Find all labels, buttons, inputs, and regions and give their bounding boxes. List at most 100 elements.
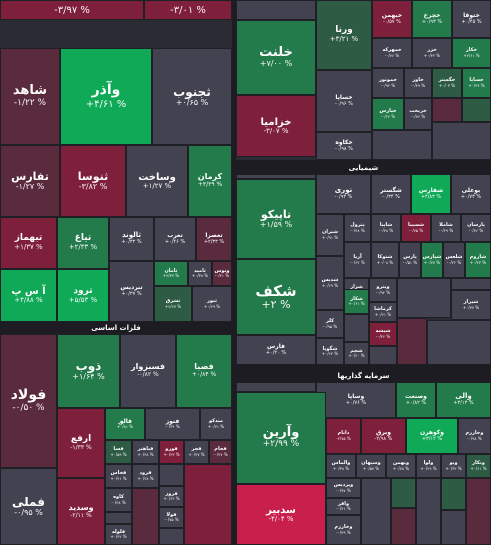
tile-vrna[interactable]: ورنا +۳/۲۱ % <box>316 0 372 70</box>
tile-tbahmaz[interactable]: تبهماز +۱/۳۷ % <box>0 217 57 269</box>
tile-tbardis[interactable]: تبردیس +۰/۳۷ % <box>109 261 154 322</box>
tile-khgostar[interactable]: خگستر +۰/۰۳ % <box>432 68 462 98</box>
tile-vsakht[interactable]: وساخت +۱/۲۷ % <box>126 145 188 217</box>
tile-vbahman[interactable]: وبهمن +۰/۷۸ % <box>386 454 416 478</box>
tile-khbahman[interactable]: خبهمن -۰/۵۷ % <box>372 0 412 38</box>
tile-zob[interactable]: ذوب +۱/۶۴ % <box>57 334 120 408</box>
tile-tamid[interactable]: ثامید +۰/۳۸ % <box>188 261 212 286</box>
tile-tiagh[interactable]: تیاغ +۲/۳۳ % <box>57 217 109 269</box>
tile-tonosa[interactable]: ثنوسا -۳/۸۲ % <box>60 145 126 217</box>
tile-fajr[interactable]: فجر +۰/۴۷ % <box>184 440 209 464</box>
tile-parsan[interactable]: پارسان -۰/۷۶ % <box>461 214 491 242</box>
tile-vtous[interactable]: وتوس -۰/۴۱ % <box>212 261 232 286</box>
tile-fkala[interactable]: فولا -۰/۷۵ % <box>159 507 184 528</box>
tile-tshargh[interactable]: ثشرق +۲/۶۷ % <box>154 286 192 322</box>
tile-shamla[interactable]: شاملا -۰/۲۹ % <box>431 214 461 242</box>
tile-khsina[interactable]: خساپا -۰/۹۶ % <box>316 70 372 132</box>
tile-aria[interactable]: آریا -۰/۶۲ % <box>344 242 371 278</box>
tile-top1[interactable]: -۳/۹۷ % <box>0 0 144 20</box>
tile-kermasha[interactable]: کرماشا +۰/۶۱ % <box>369 302 397 322</box>
tile-khmehreh[interactable]: خمهرکه -۰/۷۶ % <box>372 38 412 68</box>
tile-fesbazvar[interactable]: فسبزوار -۰/۸۲ % <box>120 334 176 408</box>
tile-khcharkh[interactable]: خچرخ +۰/۹۳ % <box>412 0 452 38</box>
tile-shahed[interactable]: شاهد -۱/۲۲ % <box>0 48 60 145</box>
tile-fvorog[interactable]: فورو +۰/۴۳ % <box>159 440 184 464</box>
tile-vboo[interactable]: وبو +۰/۳۲ % <box>441 454 466 478</box>
tile-arfe[interactable]: ارفع -۱/۳۳ % <box>57 408 105 478</box>
tile-shesina[interactable]: شسینا -۰/۷۵ % <box>401 214 431 242</box>
tile-shfars[interactable]: شفارس +۴/۸۳ % <box>411 174 451 214</box>
tile-vkalar[interactable]: ونکار +۰/۶۱ % <box>466 454 491 478</box>
tile-tamin[interactable]: ثامان +۲/۳۷ % <box>154 261 188 286</box>
tile-varin[interactable]: وآرین +۲/۹۹ % <box>236 392 326 484</box>
tile-petrol[interactable]: پترول -۰/۴۸ % <box>344 214 371 242</box>
tile-shekaf[interactable]: شکف +۲ % <box>236 259 316 335</box>
tile-tfars[interactable]: تفارس -۱/۲۷ % <box>0 145 60 217</box>
tile-shapna[interactable]: شاپنا -۰/۴۸ % <box>371 214 401 242</box>
tile-falagh[interactable]: فالق +۰/۸۱ % <box>105 408 145 440</box>
tile-fafzaar[interactable]: فلوله +۰/۴۲ % <box>105 524 132 545</box>
tile-vsapa[interactable]: وساپا +۰/۷۶ % <box>316 382 396 418</box>
tile-khparse[interactable]: خپارس -۰/۶۴ % <box>372 98 404 130</box>
tile-vkhazar[interactable]: وخارزم -۰/۴۹ % <box>326 515 361 545</box>
tile-foulad2[interactable]: فرود +۰/۳۸ % <box>132 464 159 488</box>
tile-fenoz[interactable]: فنوز -۰/۳۲ % <box>145 408 200 440</box>
tile-tnour[interactable]: ثنور +۰/۶۹ % <box>192 286 232 322</box>
tile-boali[interactable]: بوعلی +۰/۷۳ % <box>451 174 491 214</box>
tile-khzar[interactable]: خزر +۰/۴۲ % <box>412 38 452 68</box>
tile-fesba[interactable]: فصبا +۰/۸۴ % <box>176 334 232 408</box>
tile-vkorban[interactable]: وکوهرن +۳/۱۲ % <box>406 418 458 454</box>
tile-vkhargh[interactable]: وخارزم -۰/۹۸ % <box>458 418 491 454</box>
tile-shegvia[interactable]: شگویا +۰/۶۴ % <box>316 338 344 365</box>
tile-kelar[interactable]: کلر -۰/۹۵ % <box>316 310 344 338</box>
tile-shaom[interactable]: شاروم +۰/۲۳ % <box>465 242 491 278</box>
tile-shedis[interactable]: شدیس +۰/۶۹ % <box>316 256 344 310</box>
tile-tesra[interactable]: تعصرا +۲/۳۳ % <box>196 217 232 261</box>
tile-khkaveh[interactable]: خکاوه -۰/۹۸ % <box>316 132 372 160</box>
tile-fmeli[interactable]: فملی -۰/۹۵ % <box>0 468 57 545</box>
tile-tapiko[interactable]: تاپیکو +۱/۵۹ % <box>236 179 316 259</box>
tile-vmes[interactable]: والماس +۰/۳۸ % <box>326 454 356 478</box>
tile-shegostar[interactable]: شگستر -۰/۳۴ % <box>371 174 411 214</box>
tile-noori[interactable]: نوری -۰/۹۳ % <box>316 174 371 214</box>
tile-khmotor[interactable]: خموتور -۰/۹۴ % <box>372 68 404 98</box>
tile-vsapan[interactable]: وسپهان +۰/۵۷ % <box>356 454 386 478</box>
tile-shetoka[interactable]: شتوکا +۰/۰۸ % <box>371 242 399 278</box>
tile-khsapa[interactable]: خساپا +۰/۲۴ % <box>462 68 491 98</box>
tile-valo[interactable]: ولوا +۰/۲۹ % <box>416 454 441 478</box>
tile-shiraz[interactable]: شیراز +۰/۷۷ % <box>451 290 491 320</box>
tile-fajrbahr[interactable]: فباهنر +۰/۴۸ % <box>132 440 159 464</box>
tile-vagar[interactable]: واقر -۰/۴۱ % <box>326 498 361 515</box>
tile-froza[interactable]: فروز +۰/۶۲ % <box>159 486 184 507</box>
tile-asp[interactable]: آ س پ +۴/۸۸ % <box>0 269 57 322</box>
tile-shiseh[interactable]: شیشه -۰/۳۶ % <box>369 322 397 346</box>
tile-khtoka[interactable]: ختوقا +۰/۴۵ % <box>452 0 491 38</box>
tile-vbargh[interactable]: وبرق -۲/۹۸ % <box>361 418 406 454</box>
tile-fesa[interactable]: فسا +۰/۵۹ % <box>105 440 132 464</box>
tile-kerman[interactable]: کرمان +۳/۳۹ % <box>188 145 232 217</box>
tile-vpardis[interactable]: وپردیس -۰/۹۷ % <box>326 478 361 498</box>
tile-khlat[interactable]: خلنت +۷/۰۰ % <box>236 20 316 95</box>
tile-shepars[interactable]: شپارس +۰/۷۷ % <box>421 242 443 278</box>
tile-vipru[interactable]: وپترو -۰/۹۲ % <box>369 278 397 302</box>
tile-fars[interactable]: فارس +۰/۲۰ % <box>236 335 316 365</box>
tile-vaazar[interactable]: وآذر +۴/۶۱ % <box>60 48 152 145</box>
tile-shiran[interactable]: شیران +۰/۹۱ % <box>316 214 344 256</box>
tile-danam[interactable]: دانام -۲/۷۵ % <box>326 418 361 454</box>
tile-sjonoub[interactable]: ثجنوب +۰/۶۵ % <box>152 48 232 145</box>
tile-sadbir[interactable]: سدبیر -۴/۰۴ % <box>236 484 326 545</box>
tile-shokar[interactable]: شکار +۰/۶۱ % <box>344 289 369 314</box>
tile-pars[interactable]: پارس -۰/۵۱ % <box>399 242 421 278</box>
tile-khkar[interactable]: خکار +۲/۶۱ % <box>452 38 491 68</box>
tile-fkhaz[interactable]: فخاس +۰/۴۱ % <box>105 464 132 488</box>
tile-fhalam[interactable]: فجام -۰/۴۷ % <box>209 440 232 464</box>
tile-khikar[interactable]: خریخت -۰/۷۶ % <box>404 98 432 130</box>
tile-vsadid[interactable]: وسدید -۲/۱۱ % <box>57 478 105 545</box>
tile-fpanta[interactable]: کاوه -۰/۴۸ % <box>105 488 132 512</box>
tile-khazamia[interactable]: خزامیا -۳/۰۷ % <box>236 95 316 157</box>
tile-trod[interactable]: ترود +۵/۵۳ % <box>57 269 109 322</box>
tile-khaoo[interactable]: خاور -۰/۴۹ % <box>404 68 432 98</box>
tile-midkou[interactable]: میدکو +۰/۷۱ % <box>200 408 232 440</box>
tile-vsanat[interactable]: وصنعت +۰/۸۲ % <box>396 382 436 418</box>
tile-fulad[interactable]: فولاد -۰/۵۰ % <box>0 334 57 468</box>
